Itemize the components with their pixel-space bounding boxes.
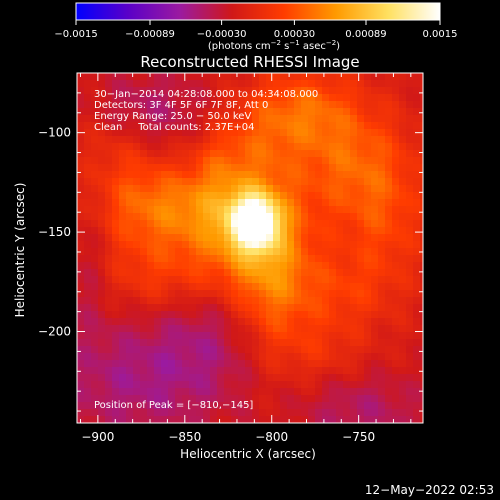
colorbar: −0.0015 −0.00089 −0.00030 0.00030 0.00089 0.0… bbox=[54, 2, 458, 52]
colorbar-tick-label: −0.0015 bbox=[54, 29, 97, 40]
colorbar-units-label: (photons cm−2 s−1 asec−2) bbox=[208, 39, 340, 52]
annotation-block: 30−Jan−2014 04:28:08.000 to 04:34:08.000… bbox=[94, 89, 318, 411]
y-tick-label: −200 bbox=[38, 325, 71, 339]
chart-title: Reconstructed RHESSI Image bbox=[140, 53, 359, 71]
colorbar-tick-label: 0.0015 bbox=[423, 29, 458, 40]
annotation-time-range: 30−Jan−2014 04:28:08.000 to 04:34:08.000 bbox=[94, 89, 318, 100]
colorbar-tick-label: −0.00030 bbox=[197, 29, 247, 40]
heatmap-image bbox=[77, 73, 424, 424]
x-tick-label: −900 bbox=[81, 430, 114, 444]
y-tick-label: −100 bbox=[38, 126, 71, 140]
x-tick-label: −850 bbox=[168, 430, 201, 444]
x-axis-ticks: −900 −850 −800 −750 bbox=[79, 73, 412, 444]
y-axis-label: Heliocentric Y (arcsec) bbox=[13, 183, 27, 318]
annotation-energy-range: Energy Range: 25.0 − 50.0 keV bbox=[94, 111, 251, 122]
colorbar-frame bbox=[75, 2, 441, 21]
colorbar-tick-label: 0.00089 bbox=[345, 29, 386, 40]
plot-frame bbox=[76, 72, 424, 424]
y-axis-ticks: −100 −150 −200 bbox=[38, 92, 423, 412]
x-tick-label: −750 bbox=[342, 430, 375, 444]
annotation-total-counts: Clean Total counts: 2.37E+04 bbox=[94, 122, 254, 133]
x-axis-label: Heliocentric X (arcsec) bbox=[180, 447, 316, 461]
annotation-detectors: Detectors: 3F 4F 5F 6F 7F 8F, Att 0 bbox=[94, 100, 268, 111]
colorbar-ticks: −0.0015 −0.00089 −0.00030 0.00030 0.00089 0.0… bbox=[54, 20, 458, 40]
x-tick-label: −800 bbox=[255, 430, 288, 444]
colorbar-tick-label: −0.00089 bbox=[125, 29, 175, 40]
colorbar-tick-label: 0.00030 bbox=[274, 29, 315, 40]
colorbar-gradient bbox=[76, 3, 440, 20]
plot-area: −900 −850 −800 −750 −100 −150 −200 bbox=[38, 72, 424, 444]
footer-date: 12−May−2022 02:53 bbox=[365, 483, 494, 497]
annotation-peak-position: Position of Peak = [−810,−145] bbox=[94, 400, 253, 411]
y-tick-label: −150 bbox=[38, 225, 71, 239]
